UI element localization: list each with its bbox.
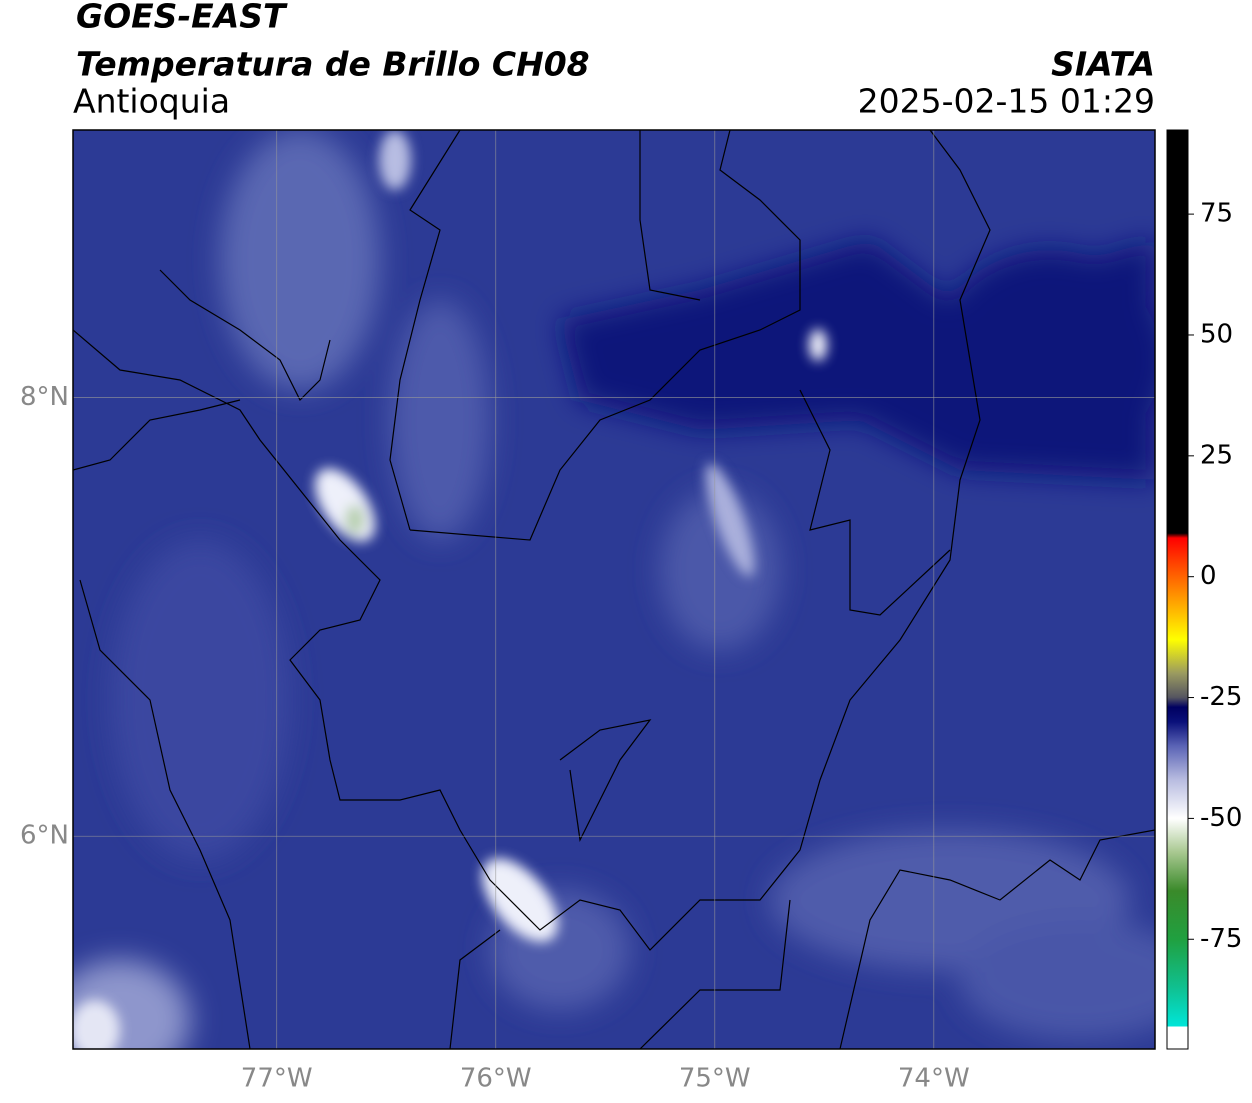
source: SIATA (1051, 45, 1155, 84)
grid (73, 130, 1155, 1049)
colorbar-tick-label: 75 (1200, 199, 1233, 229)
colorbar-tick-label: -50 (1200, 803, 1242, 833)
map-frame (72, 129, 1156, 1050)
x-tick-label: 76°W (460, 1064, 532, 1094)
x-tick-label: 77°W (241, 1064, 313, 1094)
colorbar-tick-label: -25 (1200, 682, 1242, 712)
timestamp: 2025-02-15 01:29 (858, 82, 1155, 121)
y-tick-label: 6°N (20, 821, 69, 851)
y-tick-label: 8°N (20, 382, 69, 412)
colorbar-tick-label: 0 (1200, 561, 1217, 591)
x-tick-label: 75°W (679, 1064, 751, 1094)
colorbar-tick-label: 25 (1200, 440, 1233, 470)
title: GOES-EAST (76, 0, 288, 36)
colorbar-tick-label: 50 (1200, 319, 1233, 349)
colorbar (1166, 129, 1189, 1050)
colorbar-tick-label: -75 (1200, 924, 1242, 954)
x-tick-label: 74°W (898, 1064, 970, 1094)
map-image (73, 130, 1155, 1049)
subtitle: Temperatura de Brillo CH08 (76, 45, 590, 84)
region: Antioquia (73, 82, 230, 121)
